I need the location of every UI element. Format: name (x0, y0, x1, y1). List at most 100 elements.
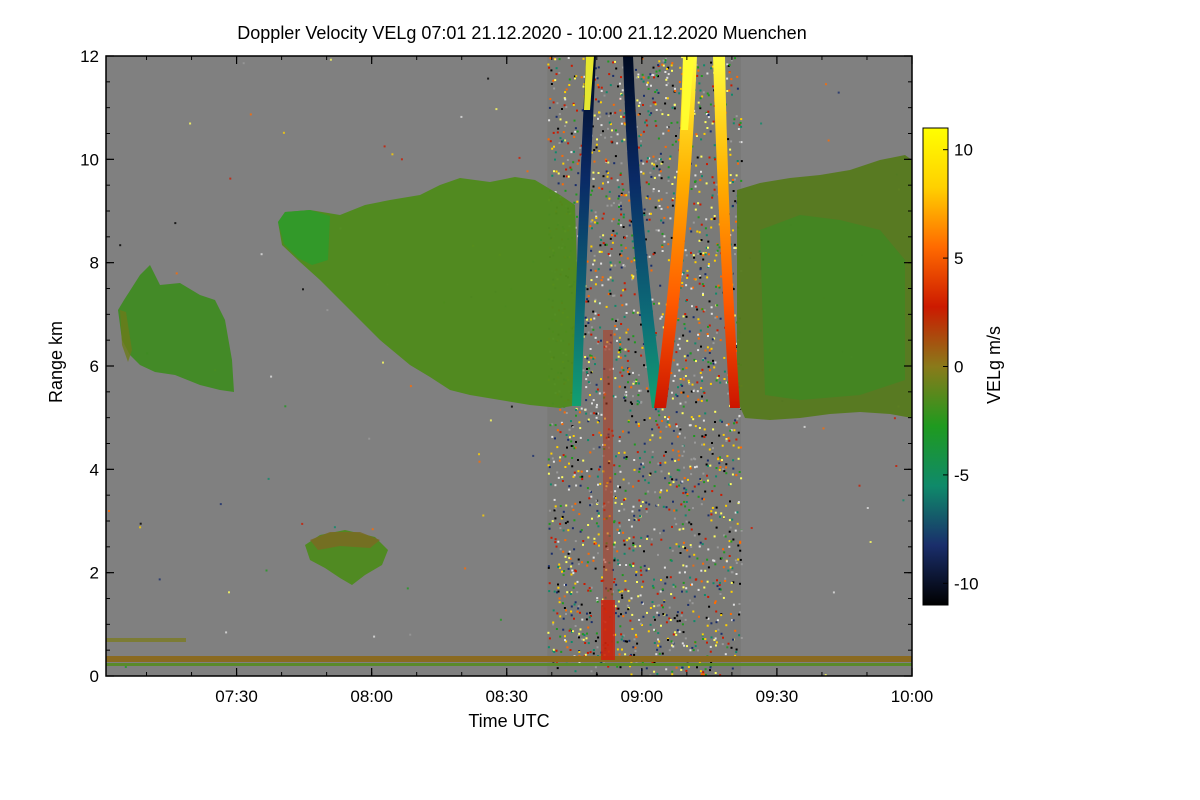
noise-speckle (581, 475, 584, 478)
noise-speckle (715, 315, 718, 318)
noise-speckle (696, 381, 699, 384)
background-speckle (406, 587, 409, 590)
noise-speckle (575, 408, 577, 411)
noise-speckle (654, 101, 657, 104)
noise-speckle (711, 338, 714, 341)
background-speckle (265, 569, 268, 572)
noise-speckle (657, 190, 660, 193)
noise-speckle (677, 317, 680, 320)
noise-speckle (587, 418, 590, 421)
noise-speckle (612, 218, 615, 221)
noise-speckle (564, 539, 567, 542)
noise-speckle (632, 562, 635, 565)
noise-speckle (655, 74, 658, 77)
noise-speckle (659, 109, 662, 112)
noise-speckle (576, 215, 578, 218)
noise-speckle (668, 508, 671, 511)
noise-speckle (731, 667, 734, 670)
noise-speckle (617, 197, 620, 200)
noise-speckle (696, 308, 699, 311)
noise-speckle (656, 611, 659, 614)
noise-speckle (676, 170, 679, 173)
noise-speckle (625, 303, 628, 306)
noise-speckle (718, 286, 721, 289)
noise-speckle (628, 519, 631, 521)
noise-speckle (616, 648, 619, 651)
noise-speckle (562, 131, 565, 134)
noise-speckle (620, 224, 622, 227)
noise-speckle (735, 474, 738, 477)
noise-speckle (705, 218, 708, 221)
noise-speckle (562, 628, 565, 631)
noise-speckle (652, 586, 655, 589)
noise-speckle (685, 587, 688, 590)
noise-speckle (590, 503, 593, 506)
noise-speckle (678, 571, 681, 574)
background-speckle (499, 618, 502, 621)
noise-speckle (714, 602, 716, 604)
noise-speckle (632, 311, 635, 314)
noise-speckle (570, 64, 573, 67)
noise-speckle (573, 474, 576, 477)
noise-speckle (649, 438, 652, 441)
noise-speckle (708, 605, 711, 608)
noise-speckle (607, 665, 610, 668)
noise-speckle (596, 342, 599, 345)
noise-speckle (575, 193, 578, 196)
noise-speckle (734, 559, 737, 562)
noise-speckle (698, 545, 701, 548)
noise-speckle (595, 76, 598, 79)
noise-speckle (655, 229, 658, 232)
noise-speckle (638, 389, 641, 392)
noise-speckle (586, 318, 588, 321)
noise-speckle (685, 359, 687, 362)
noise-speckle (626, 640, 628, 643)
noise-speckle (736, 87, 739, 90)
noise-speckle (656, 672, 659, 675)
noise-speckle (670, 559, 673, 562)
background-speckle (267, 477, 270, 480)
noise-speckle (697, 66, 700, 69)
noise-speckle (577, 563, 580, 566)
noise-speckle (610, 136, 613, 138)
noise-speckle (587, 322, 590, 324)
noise-speckle (707, 335, 709, 337)
noise-speckle (617, 607, 620, 610)
noise-speckle (600, 434, 603, 437)
noise-speckle (721, 459, 723, 461)
noise-speckle (589, 348, 592, 350)
noise-speckle (654, 332, 657, 334)
noise-speckle (647, 567, 650, 570)
noise-speckle (707, 617, 710, 620)
noise-speckle (668, 157, 671, 160)
noise-speckle (662, 132, 665, 135)
noise-speckle (677, 343, 680, 346)
echo-main-cloud (278, 177, 578, 408)
noise-speckle (594, 300, 597, 303)
noise-speckle (623, 498, 626, 501)
noise-speckle (610, 204, 613, 207)
noise-speckle (559, 118, 562, 121)
noise-speckle (547, 63, 550, 66)
noise-speckle (563, 570, 566, 572)
noise-speckle (614, 490, 617, 493)
noise-speckle (610, 264, 613, 267)
noise-speckle (675, 485, 678, 488)
noise-speckle (740, 477, 743, 480)
noise-speckle (640, 505, 642, 508)
noise-speckle (614, 395, 617, 398)
noise-speckle (623, 282, 626, 285)
noise-speckle (682, 391, 685, 394)
background-speckle (189, 122, 192, 125)
noise-speckle (621, 366, 623, 369)
noise-speckle (698, 82, 701, 85)
noise-speckle (560, 517, 563, 520)
noise-speckle (626, 370, 629, 373)
noise-speckle (699, 329, 702, 332)
noise-speckle (737, 544, 740, 547)
noise-speckle (630, 260, 633, 263)
noise-speckle (597, 172, 600, 174)
noise-speckle (730, 140, 733, 143)
noise-speckle (679, 428, 682, 431)
noise-speckle (639, 622, 642, 625)
